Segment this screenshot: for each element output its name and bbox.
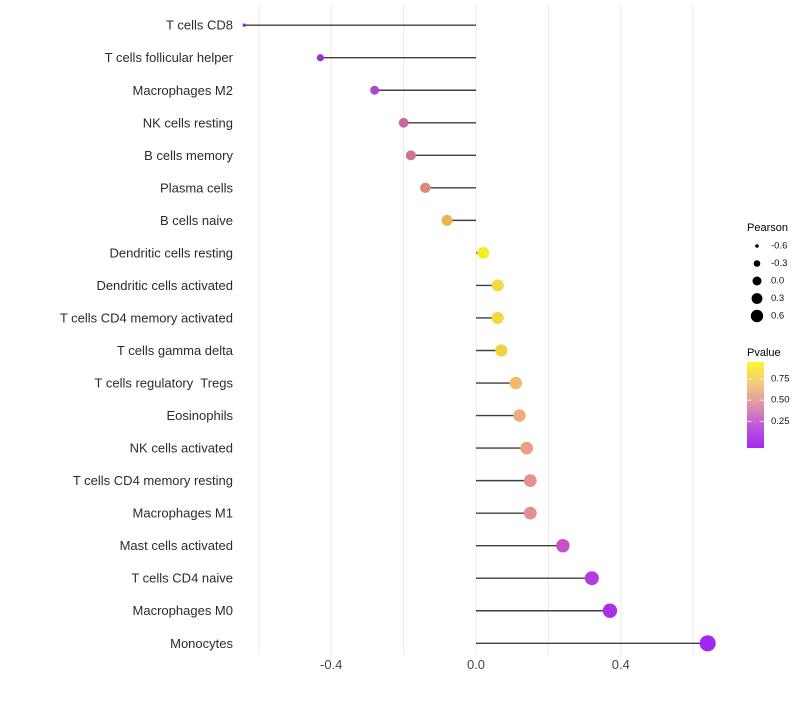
pearson-legend-label: 0.3: [771, 293, 784, 304]
lollipop-dot: [556, 538, 570, 553]
lollipop-dot: [405, 150, 416, 161]
lollipop-dot: [495, 344, 508, 357]
pvalue-legend-label: 0.25: [771, 416, 790, 427]
lollipop-dot: [420, 182, 431, 194]
lollipop-dot: [242, 23, 246, 27]
lollipop-dot: [509, 376, 523, 390]
y-axis-label: Macrophages M2: [133, 83, 233, 98]
x-axis-tick-label: -0.4: [320, 657, 342, 672]
y-axis-label: Macrophages M1: [133, 506, 233, 521]
x-axis-tick-label: 0.0: [467, 657, 485, 672]
lollipop-dot: [520, 441, 534, 455]
y-axis-label: T cells CD4 naive: [131, 571, 233, 586]
y-axis-label: T cells follicular helper: [105, 50, 234, 65]
y-axis-label: NK cells activated: [130, 441, 233, 456]
lollipop-dot: [513, 409, 526, 422]
y-axis-label: T cells CD4 memory activated: [60, 310, 233, 325]
y-axis-label: NK cells resting: [143, 115, 233, 130]
pearson-legend-dot: [753, 260, 761, 267]
pearson-legend-dot: [750, 309, 764, 323]
y-axis-label: Dendritic cells activated: [96, 278, 233, 293]
y-axis-label: B cells naive: [160, 213, 233, 228]
y-axis-label: T cells CD8: [166, 18, 233, 33]
lollipop-dot: [699, 635, 716, 652]
y-axis-label: Macrophages M0: [133, 603, 233, 618]
y-axis-label: Mast cells activated: [120, 538, 233, 553]
x-axis-tick-label: 0.4: [612, 657, 630, 672]
pvalue-legend-title: Pvalue: [747, 347, 781, 359]
lollipop-dot: [316, 54, 324, 62]
lollipop-dot: [523, 506, 537, 520]
lollipop-dot: [602, 603, 618, 618]
lollipop-dot: [491, 279, 504, 292]
y-axis-label: T cells regulatory Tregs: [95, 376, 234, 391]
y-axis-label: T cells CD4 memory resting: [73, 473, 233, 488]
pearson-legend-title: Pearson: [747, 222, 788, 234]
pearson-legend-label: -0.3: [771, 258, 787, 269]
lollipop-dot: [584, 571, 599, 586]
pearson-legend-label: 0.0: [771, 276, 784, 287]
pvalue-gradient-bar: [747, 362, 764, 448]
pearson-legend-label: 0.6: [771, 311, 784, 322]
y-axis-label: Dendritic cells resting: [109, 245, 233, 260]
pearson-legend-dot: [752, 276, 762, 286]
lollipop-dot: [491, 311, 504, 325]
lollipop-dot: [398, 117, 409, 128]
pvalue-legend-label: 0.75: [771, 374, 790, 385]
y-axis-label: Monocytes: [170, 636, 233, 651]
y-axis-label: B cells memory: [144, 148, 233, 163]
y-axis-label: Plasma cells: [160, 180, 233, 195]
lollipop-dot: [370, 85, 380, 95]
plot-panel: [240, 5, 718, 655]
pvalue-legend-label: 0.50: [771, 395, 790, 406]
y-axis-label: Eosinophils: [167, 408, 234, 423]
pearson-legend-dot: [755, 244, 759, 248]
pearson-legend-label: -0.6: [771, 241, 787, 252]
lollipop-dot: [523, 474, 537, 488]
pearson-legend-dot: [751, 293, 763, 304]
y-axis-label: T cells gamma delta: [117, 343, 234, 358]
lollipop-dot: [477, 247, 490, 259]
lollipop-dot: [441, 214, 453, 226]
